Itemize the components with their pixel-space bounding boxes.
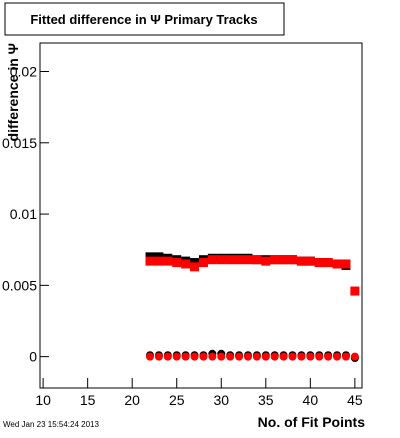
y-tick-label: 0.01 bbox=[10, 206, 37, 222]
marker bbox=[341, 352, 350, 361]
title-box bbox=[4, 2, 285, 36]
marker bbox=[297, 352, 306, 361]
y-axis-label: difference in Ψ bbox=[5, 43, 21, 141]
marker bbox=[314, 258, 324, 268]
marker bbox=[332, 259, 342, 269]
marker bbox=[181, 259, 191, 269]
marker bbox=[296, 256, 306, 266]
marker bbox=[243, 352, 252, 361]
marker bbox=[234, 255, 244, 265]
marker bbox=[172, 352, 181, 361]
marker bbox=[163, 256, 173, 266]
marker bbox=[305, 256, 315, 266]
y-tick-label: 0.005 bbox=[2, 277, 37, 293]
x-tick-label: 10 bbox=[35, 392, 51, 408]
plot-frame bbox=[39, 42, 363, 389]
marker bbox=[154, 256, 164, 266]
marker bbox=[208, 352, 217, 361]
marker bbox=[154, 352, 163, 361]
marker bbox=[146, 352, 155, 361]
marker bbox=[207, 255, 217, 265]
x-axis-label: No. of Fit Points bbox=[258, 414, 366, 430]
marker bbox=[252, 352, 261, 361]
marker bbox=[279, 352, 288, 361]
marker bbox=[306, 352, 315, 361]
chart-title: Fitted difference in Ψ Primary Tracks bbox=[30, 12, 257, 27]
x-tick-label: 25 bbox=[169, 392, 185, 408]
marker bbox=[252, 255, 262, 265]
x-tick-label: 30 bbox=[213, 392, 229, 408]
marker bbox=[261, 352, 270, 361]
marker bbox=[341, 259, 351, 269]
marker bbox=[288, 255, 298, 265]
marker bbox=[181, 352, 190, 361]
marker bbox=[315, 352, 324, 361]
x-tick-label: 35 bbox=[258, 392, 274, 408]
marker bbox=[270, 352, 279, 361]
marker bbox=[172, 258, 182, 268]
marker bbox=[288, 352, 297, 361]
marker bbox=[190, 352, 199, 361]
y-tick-label: 0.015 bbox=[2, 135, 37, 151]
marker bbox=[217, 352, 226, 361]
x-tick-label: 15 bbox=[80, 392, 96, 408]
marker bbox=[199, 352, 208, 361]
marker bbox=[324, 352, 333, 361]
y-tick-label: 0 bbox=[29, 349, 37, 365]
marker bbox=[190, 262, 200, 272]
marker bbox=[333, 352, 342, 361]
marker bbox=[270, 255, 280, 265]
marker bbox=[243, 255, 253, 265]
x-tick-label: 45 bbox=[347, 392, 363, 408]
marker bbox=[235, 352, 244, 361]
x-tick-label: 40 bbox=[303, 392, 319, 408]
marker bbox=[323, 258, 333, 268]
marker bbox=[350, 352, 359, 361]
x-tick-label: 20 bbox=[124, 392, 140, 408]
marker bbox=[198, 258, 208, 268]
marker bbox=[145, 256, 155, 266]
marker bbox=[226, 352, 235, 361]
timestamp: Wed Jan 23 15:54:24 2013 bbox=[3, 420, 99, 429]
y-tick-label: 0.02 bbox=[10, 64, 37, 80]
marker bbox=[216, 255, 226, 265]
marker bbox=[225, 255, 235, 265]
marker bbox=[163, 352, 172, 361]
marker bbox=[279, 255, 289, 265]
marker bbox=[261, 256, 271, 266]
marker bbox=[350, 286, 360, 296]
